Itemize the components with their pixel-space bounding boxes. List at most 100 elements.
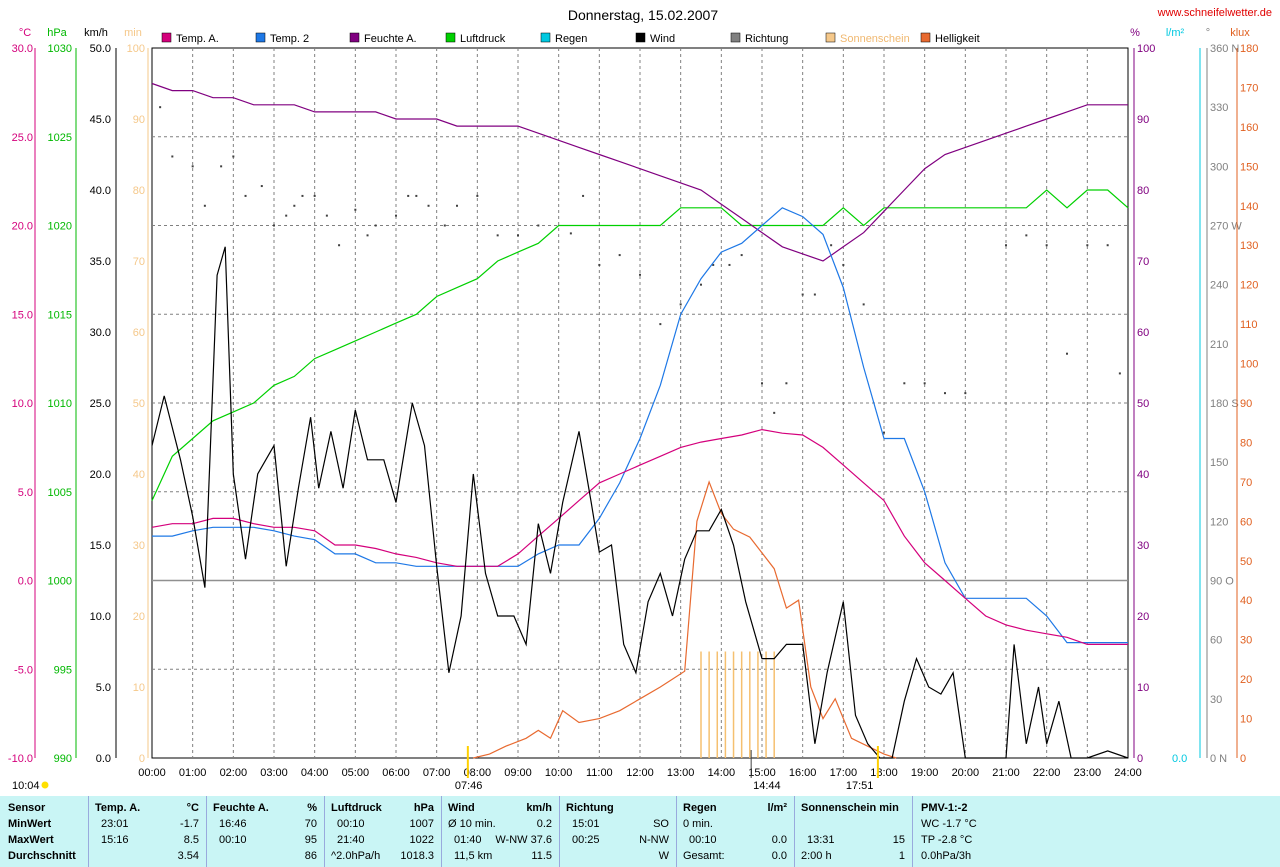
- legend-swatch: [825, 32, 836, 43]
- axis-tick-label: 90: [1137, 114, 1149, 126]
- direction-dot: [1086, 244, 1089, 247]
- axis-unit: °C: [19, 27, 31, 39]
- x-tick-label: 08:00: [464, 767, 492, 779]
- direction-dot: [785, 382, 788, 385]
- direction-dot: [325, 214, 328, 217]
- richtung-r1b: SO: [653, 818, 669, 830]
- sensor-header: Sensor: [8, 802, 46, 814]
- x-tick-label: 02:00: [220, 767, 248, 779]
- axis-tick-label: 0: [1137, 753, 1143, 765]
- axis-tick-label: 140: [1240, 201, 1258, 213]
- extra-time-label: 14:44: [753, 780, 781, 792]
- axis-tick-label: 10.0: [12, 398, 33, 410]
- sunrise-label: 07:46: [455, 780, 483, 792]
- sun-markers: 07:46 17:51 14:44: [455, 746, 879, 792]
- axis-unit: km/h: [84, 27, 108, 39]
- axis-tick-label: 120: [1240, 280, 1258, 292]
- axis-tick-label: 0: [1240, 753, 1246, 765]
- x-tick-label: 24:00: [1114, 767, 1142, 779]
- x-tick-label: 15:00: [748, 767, 776, 779]
- pmv-header: PMV-1:-2: [921, 802, 968, 814]
- direction-dot: [476, 194, 479, 197]
- axis-tick-label: 1015: [48, 309, 72, 321]
- regen-header: Regen: [683, 802, 717, 814]
- axis-tick-label: 0.0: [1172, 753, 1187, 765]
- direction-dot: [1118, 372, 1121, 375]
- direction-dot: [285, 214, 288, 217]
- axis-tick-label: 60: [1137, 327, 1149, 339]
- legend-label: Temp. A.: [176, 33, 219, 45]
- axis-tick-label: 30: [133, 540, 145, 552]
- axis-tick-label: 20: [133, 611, 145, 623]
- axis-tick-label: 1000: [48, 576, 72, 588]
- direction-dot: [801, 293, 804, 296]
- direction-dot: [427, 204, 430, 207]
- direction-dot: [773, 411, 776, 414]
- axis-tick-label: 40: [133, 469, 145, 481]
- axis-tick-label: 40: [1240, 595, 1252, 607]
- legend-swatch: [920, 32, 931, 43]
- direction-dot: [232, 155, 235, 158]
- axis-tick-label: 15.0: [12, 309, 33, 321]
- axis-tick-label: 10: [133, 682, 145, 694]
- footer-time-group: 10:04: [12, 780, 49, 792]
- axis-tick-label: 5.0: [18, 487, 33, 499]
- axis-tick-label: 60: [1210, 635, 1222, 647]
- axis-tick-label: 0 N: [1210, 753, 1227, 765]
- axis-tick-label: 990: [54, 753, 72, 765]
- legend-swatch: [635, 32, 646, 43]
- axis-tick-label: 30.0: [12, 43, 33, 55]
- x-tick-label: 21:00: [992, 767, 1020, 779]
- sonne-r2a: 13:31: [807, 834, 835, 846]
- direction-dot: [813, 293, 816, 296]
- axis-tick-label: 5.0: [96, 682, 111, 694]
- axis-tick-label: 20.0: [12, 221, 33, 233]
- axis-tick-label: 10.0: [90, 611, 111, 623]
- sunset-label: 17:51: [846, 780, 874, 792]
- axis-tick-label: 40.0: [90, 185, 111, 197]
- axis-tick-label: 50.0: [90, 43, 111, 55]
- axis-tick-label: 1030: [48, 43, 72, 55]
- axis-tick-label: 120: [1210, 516, 1228, 528]
- stats-temp: Temp. A. °C 23:01 -1.7 15:16 8.5 3.54: [88, 796, 207, 867]
- regen-r3b: 0.0: [771, 850, 787, 862]
- axis-tick-label: 90: [1240, 398, 1252, 410]
- stats-pmv: PMV-1:-2 WC -1.7 °C TP -2.8 °C 0.0hPa/3h: [912, 796, 1280, 867]
- axis-tick-label: 80: [1137, 185, 1149, 197]
- axis-tick-label: 100: [1240, 359, 1258, 371]
- direction-dot: [883, 431, 885, 434]
- axis-tick-label: 210: [1210, 339, 1228, 351]
- axis-tick-label: 35.0: [90, 256, 111, 268]
- axis-tick-label: -5.0: [14, 664, 33, 676]
- temp-avg: 3.54: [177, 850, 199, 862]
- legend-label: Luftdruck: [460, 33, 506, 45]
- direction-dot: [338, 244, 341, 247]
- x-tick-label: 12:00: [626, 767, 654, 779]
- wind-r2b: W-NW 37.6: [495, 834, 552, 846]
- druck-avg: 1018.3: [400, 850, 434, 862]
- wind-r2a: 01:40: [454, 834, 482, 846]
- direction-dot: [293, 204, 296, 207]
- feuchte-min: 70: [304, 818, 317, 830]
- temp-header: Temp. A.: [95, 802, 141, 814]
- axis-tick-label: 270 W: [1210, 221, 1242, 233]
- series-temp_a: [151, 428, 1128, 646]
- x-tick-label: 19:00: [911, 767, 939, 779]
- axis-unit: klux: [1230, 27, 1250, 39]
- stats-regen: Regen l/m² 0 min. 00:10 0.0 Gesamt: 0.0: [676, 796, 795, 867]
- regen-r3a: Gesamt:: [683, 850, 725, 862]
- axis-tick-label: 180 S: [1210, 398, 1239, 410]
- druck-trend: ^2.0hPa/h: [331, 850, 381, 862]
- feuchte-max-time: 00:10: [219, 834, 247, 846]
- direction-dot: [443, 224, 446, 227]
- richtung-r1a: 15:01: [572, 818, 600, 830]
- axis-tick-label: 240: [1210, 280, 1228, 292]
- direction-dot: [159, 106, 162, 109]
- axis-tick-label: 40: [1137, 469, 1149, 481]
- direction-dot: [569, 232, 572, 235]
- legend-swatch: [255, 32, 266, 43]
- direction-dot: [395, 214, 397, 217]
- axis-tick-label: 110: [1240, 319, 1258, 331]
- legend-label: Helligkeit: [935, 33, 980, 45]
- direction-dot: [1045, 244, 1048, 247]
